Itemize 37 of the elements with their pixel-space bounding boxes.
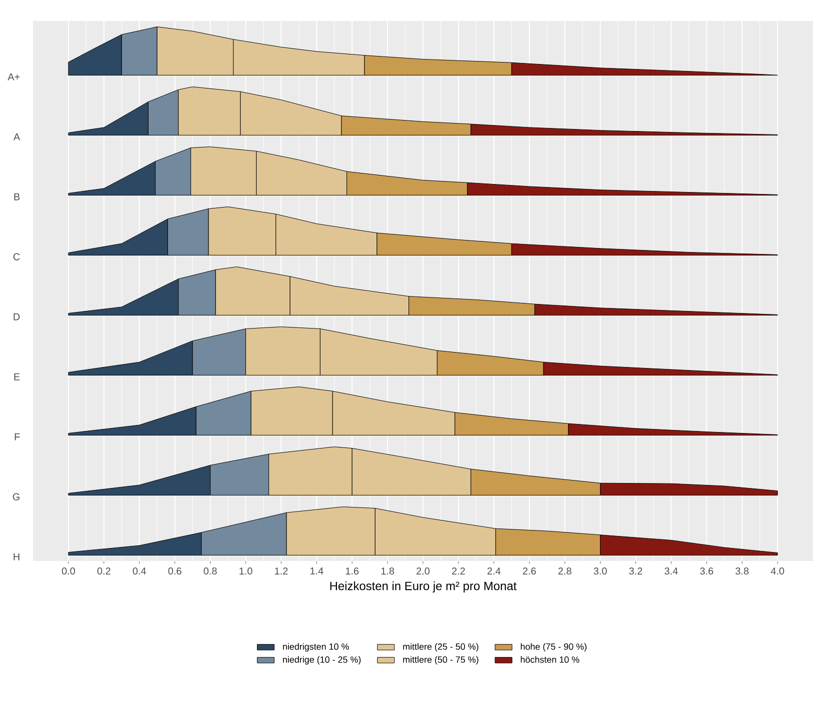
y-axis-title: B xyxy=(14,193,20,200)
legend-label: niedrigsten 10 % xyxy=(283,643,349,652)
x-tick-label: 1.8 xyxy=(381,568,394,575)
x-tick-label: 0.2 xyxy=(97,568,110,575)
x-tick-label: 2.4 xyxy=(487,568,501,574)
x-tick-label: 0.4 xyxy=(132,568,146,575)
x-tick-label: 1.6 xyxy=(346,568,359,575)
x-tick-label: 1.0 xyxy=(240,568,252,575)
x-tick-label: 3.8 xyxy=(736,568,749,575)
x-tick-label: 2.8 xyxy=(558,568,572,575)
x-tick-label: 0.8 xyxy=(204,568,217,575)
y-axis-title: A+ xyxy=(8,73,20,80)
x-tick-label: 0.0 xyxy=(62,568,75,575)
y-axis-title: G xyxy=(12,493,20,500)
legend-label: mittlere (25 - 50 %) xyxy=(403,643,478,652)
y-axis-title: E xyxy=(14,373,20,380)
legend-label: hohe (75 - 90 %) xyxy=(520,643,586,652)
y-axis-title: F xyxy=(14,433,20,440)
x-tick-label: 3.6 xyxy=(700,568,714,575)
x-axis-title: Heizkosten in Euro je m² pro Monat xyxy=(330,581,517,593)
x-tick-label: 2.0 xyxy=(416,568,430,575)
legend-label: mittlere (50 - 75 %) xyxy=(403,656,478,665)
x-tick-label: 2.6 xyxy=(522,568,536,575)
y-axis-title: C xyxy=(13,253,20,260)
legend-label: niedrige (10 - 25 %) xyxy=(283,656,361,665)
x-tick-label: 3.0 xyxy=(594,568,607,575)
y-axis-title: D xyxy=(14,313,20,320)
x-tick-label: 1.2 xyxy=(275,568,288,574)
x-tick-label: 4.0 xyxy=(770,568,784,575)
x-tick-label: 3.4 xyxy=(664,568,678,575)
x-tick-label: 2.2 xyxy=(452,568,465,574)
y-axis-title: A xyxy=(13,133,20,140)
legend-label: höchsten 10 % xyxy=(520,656,580,663)
x-tick-label: 3.2 xyxy=(629,568,642,575)
x-tick-label: 1.4 xyxy=(310,568,324,574)
x-tick-label: 0.6 xyxy=(168,568,182,575)
y-axis-title: H xyxy=(14,553,20,560)
